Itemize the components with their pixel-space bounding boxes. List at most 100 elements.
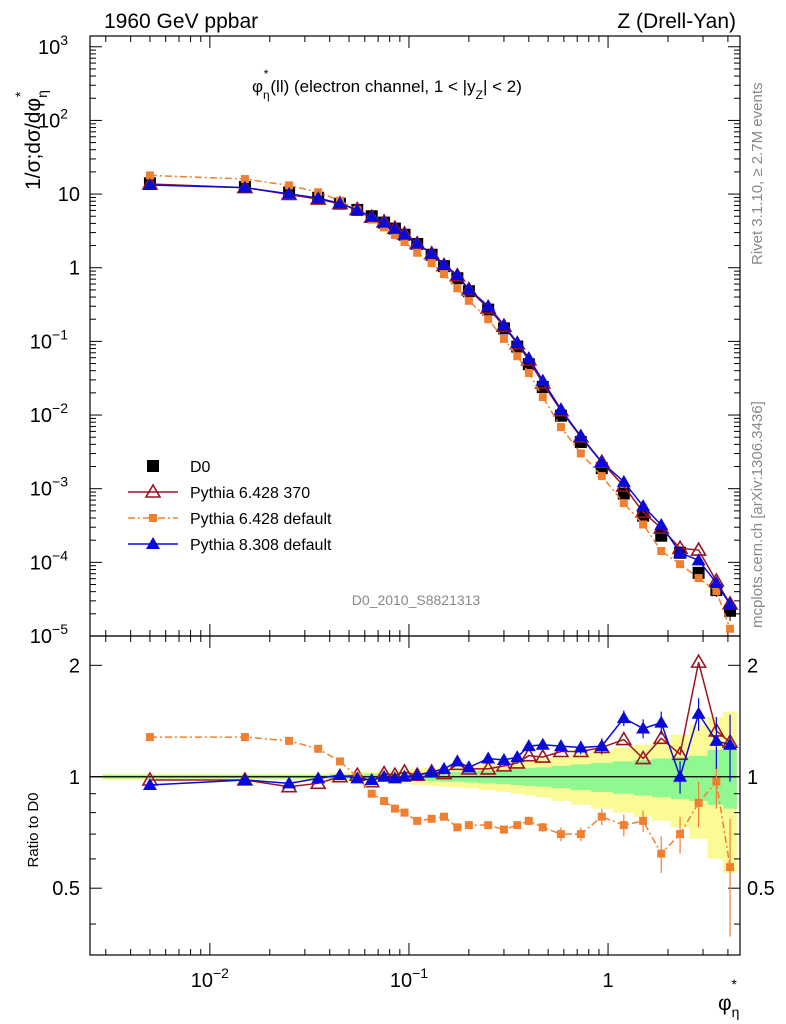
header-right-title: Z (Drell-Yan) [617,10,736,33]
point-p6_def [556,423,565,432]
ratio-point-p8 [553,739,568,752]
point-p8 [673,545,688,558]
ratio-point-p6_370 [615,731,633,746]
point-p8 [616,474,631,487]
ratio-point-p6_370 [671,745,689,761]
ratio-y-tick-label: 1 [69,767,80,789]
ratio-point-p8 [397,769,412,782]
point-p6_def [145,171,154,180]
series-p8 [142,177,738,610]
ratio-point-p8 [636,721,651,734]
main-y-tick-label-exp: −2 [52,400,68,416]
point-p8 [237,180,252,193]
point-p6_def [427,259,436,268]
ratio-point-p6_def [390,804,399,813]
legend-label-p6_370: Pythia 6.428 370 [190,485,310,502]
ratio-point-p6_def [639,816,648,825]
main-y-tick-label-exp: 2 [60,105,68,121]
ratio-point-p8 [691,706,706,719]
ratio-point-p6_def [576,830,585,839]
main-y-tick-label: 10 [58,184,80,206]
ratio-point-p6_def [367,789,376,798]
ratio-point-p8 [377,769,392,782]
ratio-point-p6_def [240,733,249,742]
point-p6_def [657,546,666,555]
x-tick-label-base: 10 [191,970,213,992]
ratio-point-p6_def [285,736,294,745]
annotation-y-sub: Z [476,88,483,102]
legend-marker-p8 [146,537,160,549]
main-y-tick-label: 1 [69,258,80,280]
point-p6_def [576,449,585,458]
point-p8 [332,196,347,209]
point-p8 [142,177,157,190]
main-y-tick-label-exp: −1 [52,326,68,342]
ratio-point-p6_def [712,777,721,786]
ratio-point-p6_def [676,830,685,839]
axis-ticks: 10−2 10−1 110310210110−110−210−310−410−50.… [30,32,775,992]
ratio-point-p8 [616,711,631,724]
main-y-tick-label: 10−2 [30,400,68,427]
ratio-point-p6_370 [690,653,707,668]
ratio-point-p6_def [145,733,154,742]
ratio-point-p6_def [484,821,493,830]
ratio-point-p6_def [413,816,422,825]
point-p6_def [694,574,703,583]
ratio-point-p8 [332,768,347,781]
ratio-point-p6_def [619,821,628,830]
ratio-y-tick-label: 0.5 [52,878,80,900]
ratio-point-p8 [496,752,511,765]
main-y-tick-label-base: 10 [38,110,60,132]
legend-marker-p6_370 [144,483,162,498]
ratio-point-p6_def [556,830,565,839]
ratio-point-p6_370 [479,760,497,775]
main-y-tick-label-base: 10 [30,626,52,648]
ratio-point-p6_def [427,814,436,823]
point-p6_def [453,284,462,293]
x-tick-label: 10−1 [390,965,428,992]
main-y-tick-label: 10−3 [30,474,68,501]
ratio-point-p6_def [314,744,323,753]
ratio-point-p8 [521,739,536,752]
analysis-watermark: D0_2010_S8821313 [352,592,481,608]
point-p6_def [676,560,685,569]
point-p6_def [440,270,449,279]
main-y-tick-label-base: 10 [30,331,52,353]
ratio-y-tick-label-right: 1 [747,767,758,789]
point-p8 [377,215,392,228]
ratio-point-p8 [510,750,525,763]
point-p8 [481,298,496,311]
point-p6_def [484,315,493,324]
annotation-rest: (ll) (electron channel, 1 < |y [270,77,476,96]
ratio-point-p8 [437,761,452,774]
legend-label-p8: Pythia 8.308 default [190,537,332,554]
ratio-point-p8 [282,776,297,789]
point-p8 [461,282,476,295]
main-y-label-text: 1/σ;dσ/dφ [22,98,45,190]
main-y-tick-label-base: 1 [69,258,80,280]
header-left-title: 1960 GeV ppbar [104,10,258,33]
ratio-point-p8 [594,739,609,752]
annotation-end: | < 2) [483,77,522,96]
main-y-tick-label: 10−5 [30,621,68,648]
x-axis-label-sub: η [732,1004,740,1020]
point-d0 [637,509,650,522]
point-p8 [573,429,588,442]
point-p6_def [240,175,249,184]
x-tick-label-base: 1 [602,970,613,992]
legend-item-p8: Pythia 8.308 default [128,537,332,554]
ratio-point-p8 [654,715,669,728]
main-y-tick-label: 102 [38,105,68,132]
plot-frames [89,35,741,956]
ratio-point-p8 [364,773,379,786]
main-y-tick-label-exp: 3 [60,32,68,48]
point-p6_def [464,296,473,305]
point-p6_def [712,587,721,596]
uncertainty-bands [90,711,740,873]
x-tick-label-base: 10 [390,970,412,992]
main-y-tick-label-exp: −4 [52,547,68,563]
legend: D0 Pythia 6.428 370 Pythia 6.428 default Py… [128,459,332,554]
point-p8 [387,221,402,234]
band-outer [102,711,737,873]
main-y-tick-label: 103 [38,32,68,59]
